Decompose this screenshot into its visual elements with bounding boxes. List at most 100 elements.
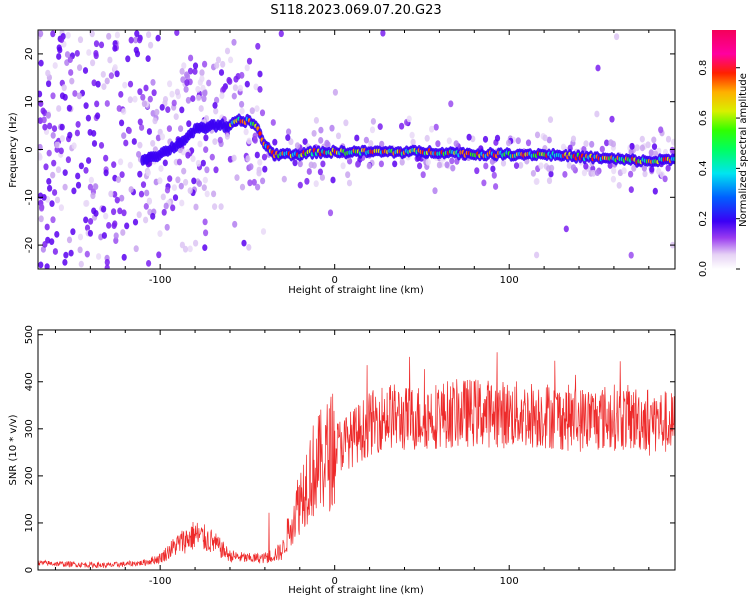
heatmap-cell <box>243 128 249 136</box>
snr-frame <box>37 329 676 571</box>
heatmap-cell <box>188 54 194 62</box>
heatmap-cell <box>55 166 62 174</box>
heatmap-cell <box>518 161 524 169</box>
heatmap-cell <box>95 80 101 88</box>
heatmap-cell <box>196 94 202 102</box>
heatmap-cell <box>594 169 601 177</box>
y-tick-label: 20 <box>24 48 35 61</box>
heatmap-cell <box>62 93 68 101</box>
figure-title: S118.2023.069.07.20.G23 <box>270 3 441 18</box>
heatmap-cell <box>42 123 48 131</box>
heatmap-cell <box>137 118 143 126</box>
heatmap-cell <box>187 245 193 253</box>
x-tick-label: -100 <box>149 576 172 587</box>
heatmap-cell <box>297 160 303 168</box>
heatmap-cell <box>112 191 118 198</box>
heatmap-cell <box>145 55 151 62</box>
heatmap-cell <box>257 86 263 93</box>
heatmap-cell <box>117 207 123 215</box>
heatmap-cell <box>150 140 156 147</box>
heatmap-cell <box>200 159 206 167</box>
heatmap-cell <box>44 223 50 231</box>
heatmap-cell <box>237 84 243 92</box>
heatmap-cell <box>294 142 301 150</box>
heatmap-cell <box>190 155 196 163</box>
heatmap-cell <box>65 156 71 164</box>
heatmap-cell <box>254 151 260 159</box>
heatmap-cell <box>41 116 47 124</box>
heatmap-cell <box>38 100 44 107</box>
heatmap-cell <box>354 134 360 142</box>
heatmap-cell <box>108 190 114 198</box>
heatmap-cell <box>204 166 210 174</box>
heatmap-cell <box>546 136 552 144</box>
heatmap-cell <box>609 115 615 123</box>
heatmap-cell <box>41 194 47 201</box>
heatmap-cell <box>85 114 91 122</box>
heatmap-cell <box>193 203 199 211</box>
heatmap-cell <box>101 83 107 90</box>
heatmap-cell <box>608 139 614 147</box>
snr-panel: -100 0 100 0 100 200 300 400 500 Height of strai… <box>8 325 676 596</box>
snr-ylabel: SNR (10 * v/v) <box>8 414 19 485</box>
heatmap-cell <box>197 140 203 148</box>
heatmap-cell <box>136 211 142 219</box>
heatmap-cell <box>607 162 613 169</box>
heatmap-cell <box>87 183 93 191</box>
heatmap-cell <box>62 183 68 191</box>
heatmap-cell <box>47 184 53 192</box>
heatmap-cell <box>86 157 92 164</box>
heatmap-cell <box>146 31 152 39</box>
heatmap-cell <box>100 71 106 78</box>
heatmap-cell <box>150 212 156 220</box>
heatmap-cell <box>51 159 57 167</box>
heatmap-cell <box>628 251 634 259</box>
heatmap-cell <box>114 31 120 39</box>
heatmap-cell <box>534 131 541 139</box>
heatmap-cell <box>634 144 640 152</box>
heatmap-cell <box>212 138 218 146</box>
heatmap-cell <box>203 134 209 142</box>
heatmap-cell <box>311 130 317 137</box>
heatmap-cell <box>652 187 658 195</box>
heatmap-cell <box>313 117 319 124</box>
spectrogram-ylabel: Frequency (Hz) <box>8 112 19 188</box>
y-tick-label: 300 <box>24 419 35 438</box>
heatmap-cell <box>318 126 324 134</box>
heatmap-cell <box>137 36 143 44</box>
heatmap-cell <box>179 241 185 249</box>
heatmap-cell <box>500 159 507 167</box>
heatmap-cell <box>583 140 589 148</box>
heatmap-cell <box>38 90 43 98</box>
colorbar-tick-label: 0.2 <box>698 211 709 227</box>
heatmap-cell <box>108 72 114 79</box>
heatmap-cell <box>219 92 225 100</box>
heatmap-cell <box>171 184 177 192</box>
heatmap-cell <box>38 143 43 151</box>
heatmap-cell <box>154 108 160 116</box>
heatmap-cell <box>254 105 260 112</box>
colorbar-tick-label: 0.4 <box>698 160 709 176</box>
heatmap-cell <box>234 174 240 182</box>
heatmap-cell <box>121 108 127 115</box>
heatmap-cell <box>115 176 121 184</box>
heatmap-cell <box>656 167 662 175</box>
heatmap-cell <box>38 261 44 269</box>
heatmap-cell <box>262 165 268 173</box>
heatmap-cell <box>93 40 100 48</box>
heatmap-cell <box>642 170 648 178</box>
heatmap-cell <box>77 64 83 71</box>
heatmap-cell <box>538 162 544 170</box>
heatmap-cell <box>78 260 84 268</box>
heatmap-cell <box>198 105 204 112</box>
heatmap-cell <box>183 86 189 93</box>
heatmap-cell <box>343 119 349 127</box>
heatmap-cell <box>88 218 94 225</box>
heatmap-cell <box>320 160 326 168</box>
heatmap-cell <box>50 216 56 224</box>
heatmap-cell <box>474 167 480 175</box>
heatmap-cell <box>67 56 73 63</box>
heatmap-cell <box>106 32 112 40</box>
heatmap-cell <box>84 250 90 258</box>
heatmap-cell <box>150 79 156 86</box>
